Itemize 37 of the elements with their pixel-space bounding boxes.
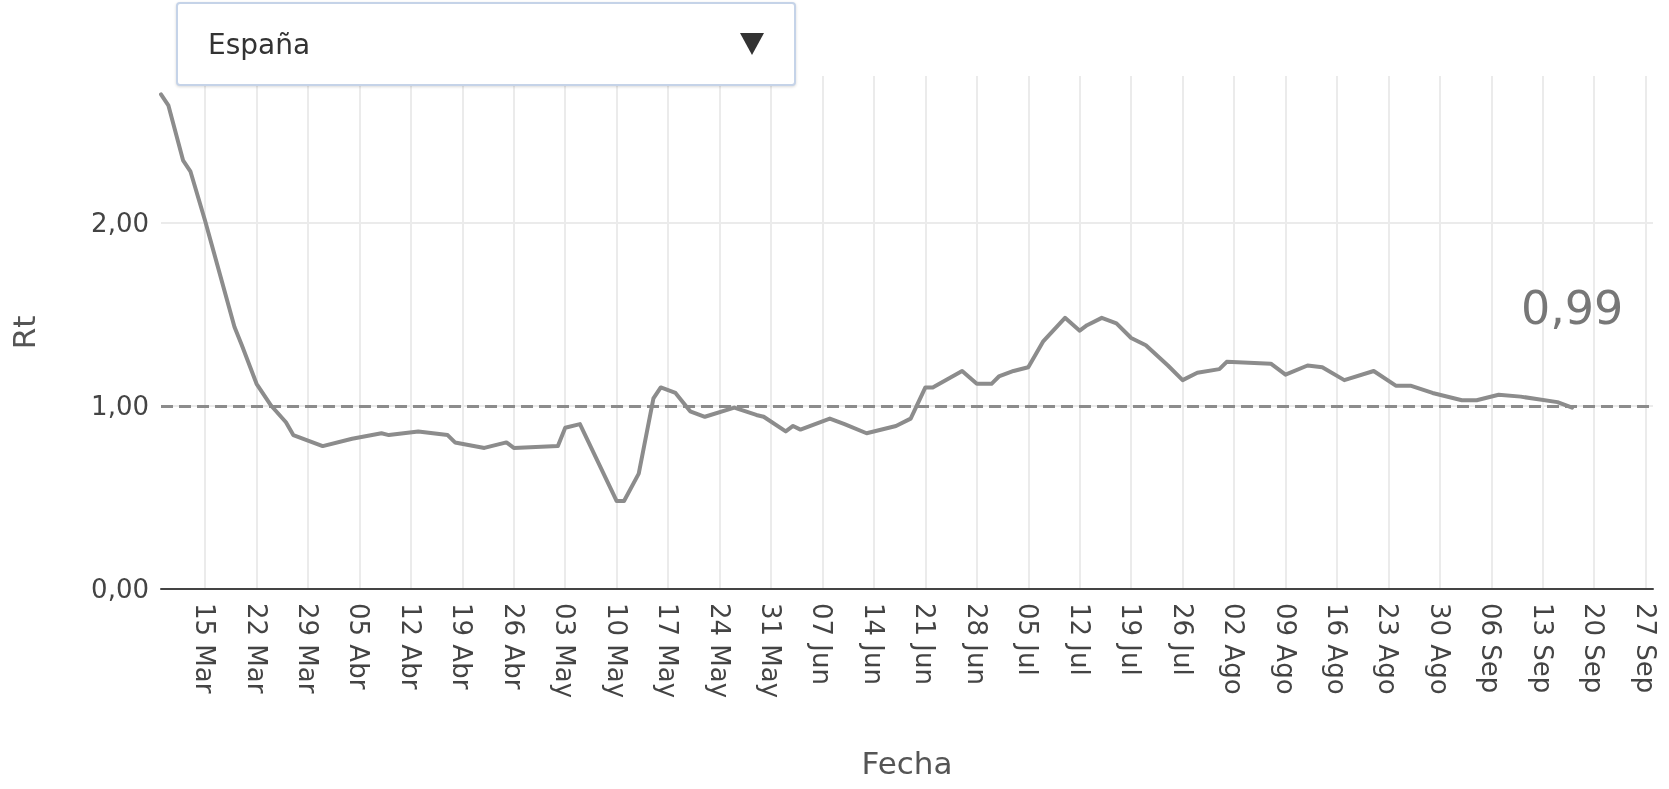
x-tick-label: 06 Sep <box>1476 603 1507 694</box>
x-tick-label: 13 Sep <box>1527 603 1558 694</box>
chart-title: España <box>208 27 312 61</box>
x-tick-label: 12 Jul <box>1064 603 1095 676</box>
x-tick-label: 22 Mar <box>241 603 272 694</box>
x-tick-label: 27 Sep <box>1630 603 1661 694</box>
x-tick-label: 26 Abr <box>498 603 529 690</box>
y-tick-label: 2,00 <box>91 207 149 238</box>
x-tick-label: 31 May <box>756 603 787 699</box>
annotation: 0,99 <box>1520 280 1624 335</box>
x-tick-label: 15 Mar <box>190 603 221 694</box>
x-tick-label: 21 Jun <box>910 603 941 685</box>
x-tick-label: 19 Jul <box>1116 603 1147 676</box>
x-tick-label: 09 Ago <box>1270 603 1301 695</box>
x-tick-label: 03 May <box>550 603 581 699</box>
y-tick-label: 0,00 <box>91 574 149 604</box>
x-tick-label: 14 Jun <box>858 603 889 685</box>
x-tick-label: 29 Mar <box>293 603 323 694</box>
x-tick-label: 10 May <box>601 603 632 699</box>
x-tick-label: 26 Jul <box>1167 603 1198 676</box>
country-dropdown: España <box>176 2 796 86</box>
y-axis-title: Rt <box>5 315 42 350</box>
x-tick-label: 02 Ago <box>1219 603 1250 695</box>
y-tick-label: 1,00 <box>91 390 149 421</box>
x-tick-label: 17 May <box>653 603 684 699</box>
x-tick-label: 12 Abr <box>395 603 426 690</box>
x-tick-label: 07 Jun <box>807 603 838 685</box>
x-tick-label: 23 Ago <box>1373 603 1404 695</box>
x-tick-label: 20 Sep <box>1579 603 1610 694</box>
x-tick-label: 30 Ago <box>1424 603 1455 695</box>
x-tick-label: 19 Abr <box>447 603 478 690</box>
x-tick-label: 28 Jun <box>961 603 992 685</box>
x-axis-title: Fecha <box>861 744 953 781</box>
x-tick-label: 16 Ago <box>1321 603 1352 695</box>
x-tick-label: 24 May <box>704 603 735 699</box>
x-tick-label: 05 Abr <box>344 603 375 690</box>
x-tick-label: 05 Jul <box>1013 603 1044 676</box>
